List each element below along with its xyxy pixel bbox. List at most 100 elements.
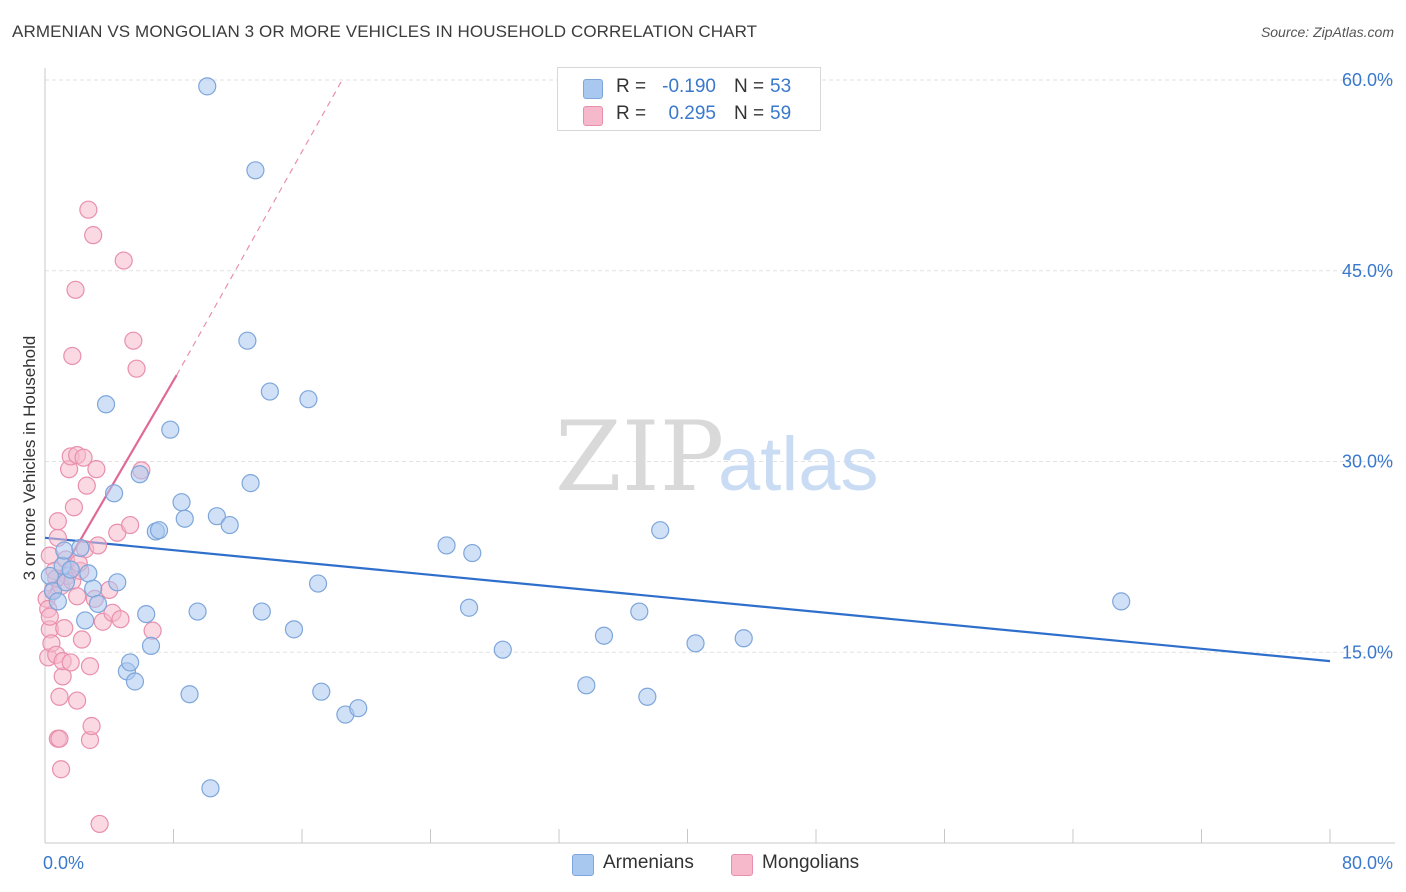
mongolian-point <box>68 691 87 710</box>
y-tick-label: 60.0% <box>1342 70 1393 90</box>
tick-labels: 15.0% 30.0% 45.0% 60.0% 0.0% 80.0% <box>43 70 1393 873</box>
armenian-point <box>61 560 80 579</box>
armenian-point <box>130 465 149 484</box>
source-label: Source: ZipAtlas.com <box>1260 24 1394 40</box>
armenian-point <box>125 672 145 691</box>
y-tick-label: 30.0% <box>1342 452 1393 472</box>
mongolian-point <box>79 200 98 219</box>
armenian-n-value: 53 <box>770 76 792 97</box>
mongolian-point <box>51 760 71 779</box>
armenian-point <box>630 602 649 621</box>
armenian-point <box>686 634 705 653</box>
armenian-point <box>493 640 512 659</box>
armenian-trend-line <box>44 536 1331 663</box>
correlation-legend: R = -0.190 N = 53 R = 0.295 N = 59 <box>557 67 821 131</box>
armenian-point <box>108 573 127 592</box>
watermark-zip: ZIP <box>555 401 724 513</box>
y-axis-label: 3 or more Vehicles in Household <box>20 336 39 581</box>
mongolian-point <box>50 729 69 748</box>
mongolian-point <box>74 448 93 467</box>
mongolian-point <box>72 630 92 649</box>
armenian-point <box>198 77 217 96</box>
n-label: N = <box>734 103 765 124</box>
n-label: N = <box>734 76 765 97</box>
legend-row-armenians: R = -0.190 N = 53 <box>558 76 820 102</box>
mongolian-n-value: 59 <box>770 103 792 124</box>
mongolian-point <box>88 536 108 555</box>
armenian-point <box>104 484 124 503</box>
armenian-point <box>638 687 657 706</box>
armenian-point <box>71 538 90 558</box>
armenian-point <box>312 682 331 701</box>
armenian-point <box>459 598 479 617</box>
armenian-point <box>220 515 239 535</box>
mongolian-swatch <box>731 854 753 876</box>
armenian-point <box>188 602 207 621</box>
mongolian-point <box>55 618 74 638</box>
mongolian-point <box>124 331 143 350</box>
r-label: R = <box>616 76 647 97</box>
armenian-point <box>734 629 753 648</box>
mongolian-point <box>121 515 140 535</box>
y-tick-label: 45.0% <box>1342 261 1393 281</box>
armenian-point <box>463 543 482 563</box>
armenian-point <box>141 636 161 655</box>
armenian-point <box>201 779 220 798</box>
mongolian-point <box>63 346 82 366</box>
x-tick-label-min: 0.0% <box>43 853 84 873</box>
armenian-point <box>241 474 260 493</box>
armenian-point <box>284 620 304 639</box>
mongolian-point <box>40 607 59 626</box>
mongolian-point <box>77 476 96 495</box>
armenian-point <box>594 626 614 645</box>
mongolian-point <box>48 512 67 531</box>
y-tick-label: 15.0% <box>1342 642 1393 662</box>
trend-lines <box>44 79 1331 663</box>
legend-row-mongolians: R = 0.295 N = 59 <box>558 103 820 129</box>
armenian-point <box>308 574 328 593</box>
armenian-point <box>55 541 74 560</box>
mongolian-point <box>61 653 80 672</box>
armenian-point <box>238 331 257 350</box>
armenian-point <box>172 493 191 512</box>
axes <box>44 68 1395 844</box>
armenian-point <box>252 602 271 621</box>
armenian-point <box>161 420 180 439</box>
armenian-point <box>96 395 116 414</box>
armenian-point <box>79 564 98 583</box>
r-label: R = <box>616 103 647 124</box>
armenians-label: Armenians <box>603 852 694 873</box>
mongolian-point <box>80 657 100 676</box>
mongolian-point <box>114 251 133 270</box>
mongolian-point <box>84 226 103 245</box>
mongolian-trend-extension <box>176 79 343 376</box>
armenian-point <box>246 161 265 180</box>
mongolian-points <box>37 200 162 834</box>
armenian-point <box>175 509 194 528</box>
armenian-point <box>349 699 368 718</box>
mongolian-point <box>66 280 85 299</box>
mongolian-point <box>64 498 84 517</box>
armenian-point <box>137 604 156 624</box>
armenian-swatch <box>583 79 603 99</box>
chart-title: ARMENIAN VS MONGOLIAN 3 OR MORE VEHICLES… <box>12 22 758 41</box>
mongolian-point <box>127 359 146 378</box>
armenian-point <box>84 579 103 598</box>
armenian-point <box>437 536 456 555</box>
mongolian-point <box>68 587 87 606</box>
mongolian-point <box>87 460 106 479</box>
armenian-point <box>180 685 199 704</box>
armenian-point <box>207 507 226 526</box>
armenian-point <box>121 653 140 672</box>
armenian-point <box>76 611 95 630</box>
mongolians-label: Mongolians <box>762 852 860 873</box>
armenian-r-value: -0.190 <box>662 76 716 97</box>
mongolian-swatch <box>583 106 603 126</box>
x-tick-label-max: 80.0% <box>1342 853 1393 873</box>
mongolian-point <box>50 687 69 706</box>
mongolian-r-value: 0.295 <box>668 103 716 124</box>
armenian-point <box>577 676 596 695</box>
armenian-point <box>1112 592 1131 611</box>
armenian-point <box>48 592 67 611</box>
